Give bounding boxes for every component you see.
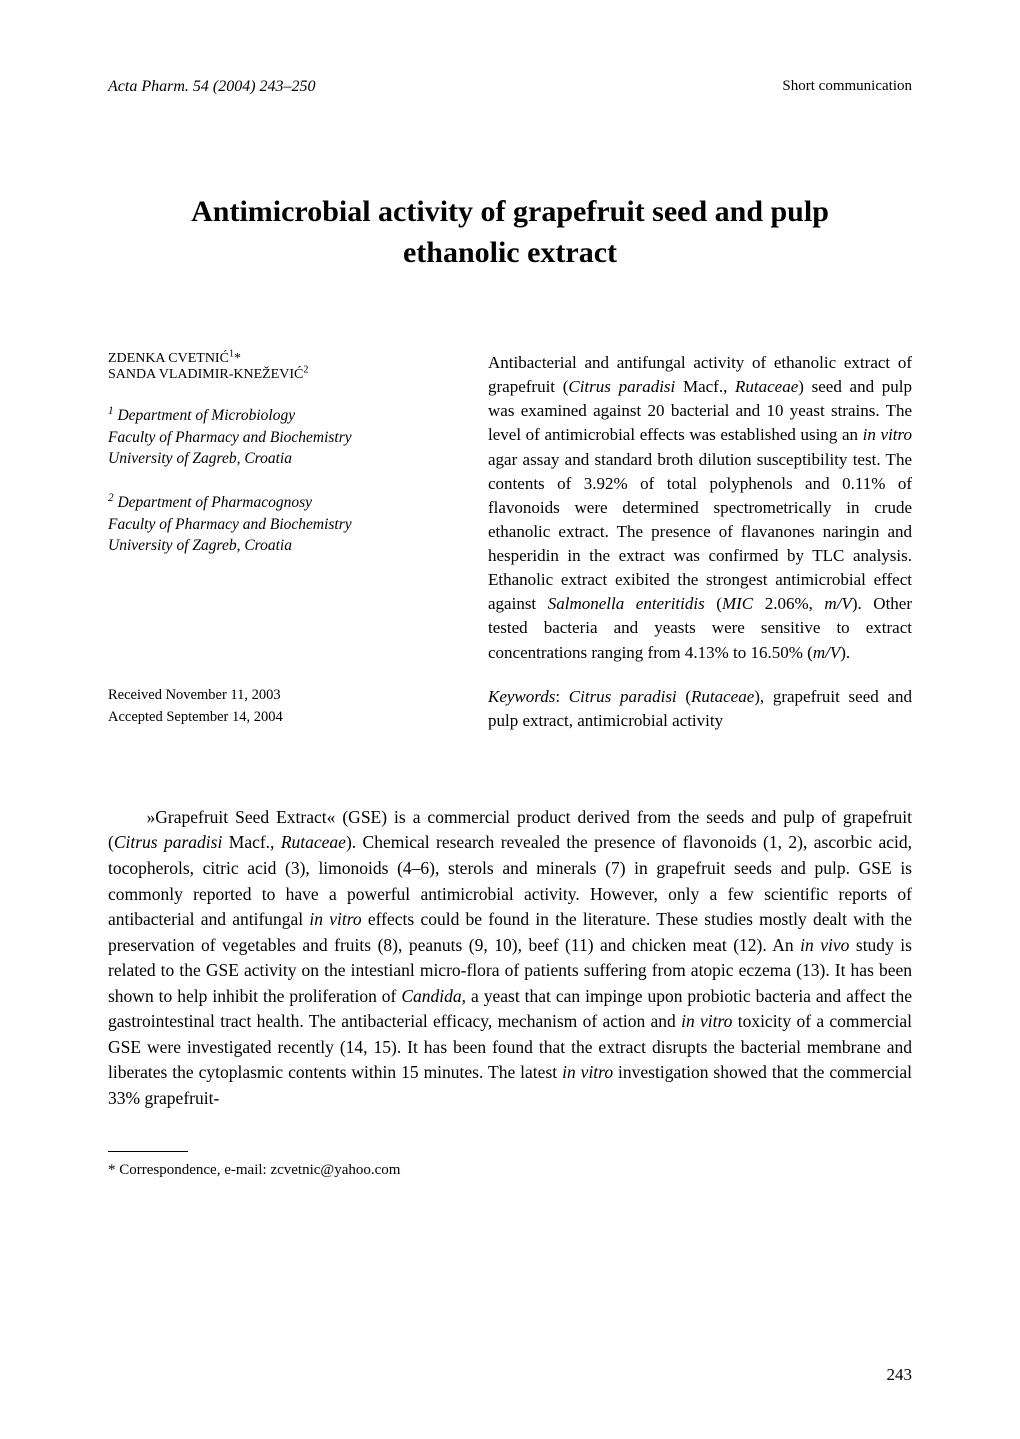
article-type: Short communication [782,78,912,96]
author-2-affil-sup: 2 [303,364,308,375]
footnote-separator [108,1151,188,1152]
authors-block: ZDENKA CVETNIĆ1* SANDA VLADIMIR-KNEŽEVIĆ… [108,351,448,383]
family-name: Rutaceae [735,377,798,396]
dates-block: Received November 11, 2003 Accepted Sept… [108,685,448,729]
affil-2-line-3: University of Zagreb, Croatia [108,537,292,554]
article-title: Antimicrobial activity of grapefruit see… [170,192,850,273]
correspondence-footnote: * Correspondence, e-mail: zcvetnic@yahoo… [108,1162,912,1179]
abstract-text: Antibacterial and antifungal activity of… [488,351,912,665]
body-paragraph-1: »Grapefruit Seed Extract« (GSE) is a com… [108,805,912,1112]
metadata-abstract-row: ZDENKA CVETNIĆ1* SANDA VLADIMIR-KNEŽEVIĆ… [108,351,912,733]
metadata-column: ZDENKA CVETNIĆ1* SANDA VLADIMIR-KNEŽEVIĆ… [108,351,448,733]
running-header: Acta Pharm. 54 (2004) 243–250 Short comm… [108,78,912,96]
species-name: Citrus paradisi [568,377,675,396]
page-number: 243 [887,1365,913,1385]
affil-1-line-1: Department of Microbiology [114,407,296,424]
accepted-date: Accepted September 14, 2004 [108,709,283,725]
affil-1-line-3: University of Zagreb, Croatia [108,450,292,467]
author-1-corresponding-mark: * [234,351,241,366]
organism-name: Salmonella enteritidis [548,594,705,613]
affil-1-line-2: Faculty of Pharmacy and Biochemistry [108,429,352,446]
author-2-name: SANDA VLADIMIR-KNEŽEVIĆ [108,367,303,382]
abstract-column: Antibacterial and antifungal activity of… [488,351,912,733]
affiliation-2: 2 Department of Pharmacognosy Faculty of… [108,492,448,557]
affiliation-1: 1 Department of Microbiology Faculty of … [108,405,448,470]
keywords-label: Keywords [488,687,555,706]
author-1-name: ZDENKA CVETNIĆ [108,351,229,366]
keywords-line: Keywords: Citrus paradisi (Rutaceae), gr… [488,685,912,733]
journal-citation: Acta Pharm. 54 (2004) 243–250 [108,78,316,96]
affil-2-line-2: Faculty of Pharmacy and Biochemistry [108,516,352,533]
received-date: Received November 11, 2003 [108,687,281,703]
affil-2-line-1: Department of Pharmacognosy [114,494,312,511]
